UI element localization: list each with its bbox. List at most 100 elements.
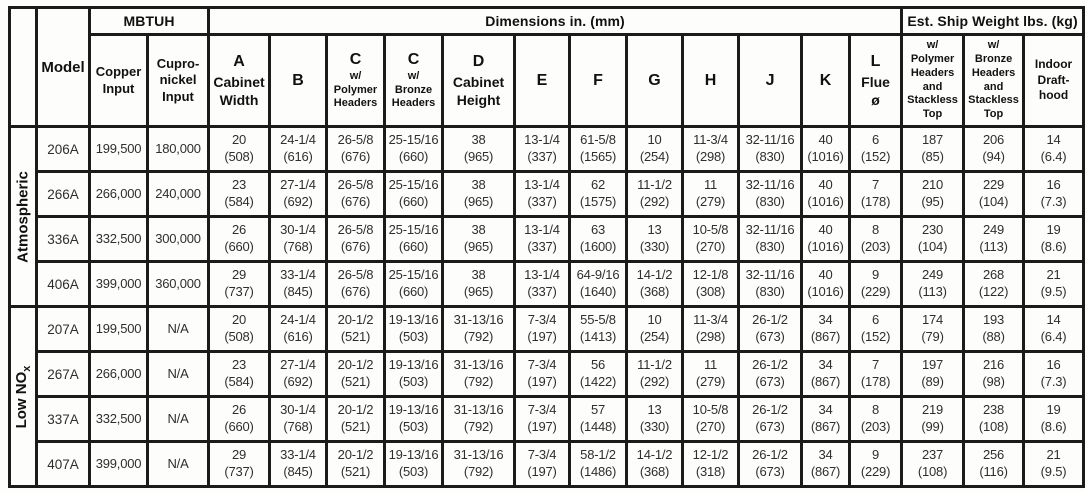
dimension-cell: 13 (330) <box>625 215 685 263</box>
dimension-cell: 7-3/4 (197) <box>513 395 572 443</box>
column-header-indoor-drafthood: Indoor Draft- hood <box>1022 33 1085 128</box>
dimension-cell: 13-1/4 (337) <box>513 170 572 218</box>
dimension-cell: 11 (279) <box>681 350 741 398</box>
dimension-cell: 31-13/16 (792) <box>441 440 517 488</box>
dimension-cell: 27-1/4 (692) <box>268 350 329 398</box>
dimension-cell: 13-1/4 (337) <box>513 260 572 308</box>
model-cell: 337A <box>35 395 91 443</box>
table-row: 407A 399,000 N/A 29 (737) 33-1/4 (845) 20-1/2… <box>10 440 1085 488</box>
dimension-cell: 7 (178) <box>848 350 904 398</box>
column-group-mbtuh: MBTUH <box>87 6 211 36</box>
dimension-cell: 24-1/4 (616) <box>268 125 329 173</box>
weight-cell: 21 (9.5) <box>1022 260 1085 308</box>
weight-cell: 19 (8.6) <box>1022 395 1085 443</box>
dimension-cell: 55-5/8 (1413) <box>568 305 629 353</box>
copper-input-cell: 399,000 <box>88 440 149 488</box>
dimension-cell: 10 (254) <box>625 125 685 173</box>
copper-input-cell: 266,000 <box>88 170 149 218</box>
dimension-cell: 38 (965) <box>441 215 517 263</box>
column-header-k: K <box>800 33 852 128</box>
dimension-cell: 30-1/4 (768) <box>268 215 329 263</box>
dimension-cell: 20 (508) <box>207 305 272 353</box>
dimension-cell: 10-5/8 (270) <box>681 395 741 443</box>
group-label: Low NOx <box>13 365 33 428</box>
cupronickel-input-cell: N/A <box>145 440 211 488</box>
dimension-cell: 23 (584) <box>207 350 272 398</box>
weight-cell: 237 (108) <box>900 440 966 488</box>
dimension-cell: 12-1/8 (308) <box>681 260 741 308</box>
dimension-cell: 14-1/2 (368) <box>625 260 685 308</box>
dimension-cell: 14-1/2 (368) <box>625 440 685 488</box>
weight-cell: 197 (89) <box>900 350 966 398</box>
dimension-cell: 26 (660) <box>207 395 272 443</box>
column-header-g: G <box>625 33 685 128</box>
spec-table-body: Atmospheric 206A 199,500 180,000 20 (508) 24-… <box>8 125 1085 488</box>
weight-cell: 206 (94) <box>962 125 1026 173</box>
cupronickel-input-cell: 240,000 <box>145 170 211 218</box>
dimension-cell: 26-1/2 (673) <box>737 305 804 353</box>
weight-cell: 174 (79) <box>900 305 966 353</box>
dimension-cell: 58-1/2 (1486) <box>568 440 629 488</box>
weight-cell: 21 (9.5) <box>1022 440 1085 488</box>
weight-cell: 230 (104) <box>900 215 966 263</box>
dimension-cell: 13-1/4 (337) <box>513 215 572 263</box>
cupronickel-input-cell: 300,000 <box>145 215 211 263</box>
copper-input-cell: 399,000 <box>88 260 149 308</box>
dimension-cell: 20 (508) <box>207 125 272 173</box>
dimension-cell: 34 (867) <box>800 395 852 443</box>
dimension-cell: 29 (737) <box>207 260 272 308</box>
weight-cell: 16 (7.3) <box>1022 350 1085 398</box>
model-cell: 266A <box>35 170 91 218</box>
column-header-c-polymer-headers: C w/ Polymer Headers <box>325 33 387 128</box>
dimension-cell: 32-11/16 (830) <box>737 260 804 308</box>
dimension-cell: 31-13/16 (792) <box>441 305 517 353</box>
weight-cell: 210 (95) <box>900 170 966 218</box>
dimension-cell: 7-3/4 (197) <box>513 350 572 398</box>
dimension-cell: 40 (1016) <box>800 215 852 263</box>
weight-cell: 216 (98) <box>962 350 1026 398</box>
dimension-cell: 13 (330) <box>625 395 685 443</box>
column-header-weight-bronze-stackless: w/ Bronze Headers and Stackless Top <box>962 33 1026 128</box>
dimension-cell: 25-15/16 (660) <box>383 260 445 308</box>
weight-cell: 238 (108) <box>962 395 1026 443</box>
dimension-cell: 7 (178) <box>848 170 904 218</box>
dimension-cell: 10 (254) <box>625 305 685 353</box>
cupronickel-input-cell: N/A <box>145 395 211 443</box>
model-cell: 406A <box>35 260 91 308</box>
copper-input-cell: 332,500 <box>88 395 149 443</box>
weight-cell: 249 (113) <box>962 215 1026 263</box>
dimension-cell: 9 (229) <box>848 260 904 308</box>
dimension-cell: 13-1/4 (337) <box>513 125 572 173</box>
dimension-cell: 11-1/2 (292) <box>625 170 685 218</box>
dimension-cell: 61-5/8 (1565) <box>568 125 629 173</box>
table-row: 267A 266,000 N/A 23 (584) 27-1/4 (692) 20-1/2… <box>10 350 1085 398</box>
dimension-cell: 19-13/16 (503) <box>383 440 445 488</box>
dimension-cell: 63 (1600) <box>568 215 629 263</box>
column-header-f: F <box>568 33 629 128</box>
dimension-cell: 19-13/16 (503) <box>383 350 445 398</box>
dimension-cell: 56 (1422) <box>568 350 629 398</box>
row-group-label-atmospheric: Atmospheric <box>8 125 38 308</box>
copper-input-cell: 199,500 <box>88 125 149 173</box>
table-row: Atmospheric 206A 199,500 180,000 20 (508) 24-… <box>8 125 1085 308</box>
table-row: 406A 399,000 360,000 29 (737) 33-1/4 (845) 26… <box>10 260 1085 308</box>
dimension-cell: 11-3/4 (298) <box>681 125 741 173</box>
weight-cell: 249 (113) <box>900 260 966 308</box>
weight-cell: 16 (7.3) <box>1022 170 1085 218</box>
weight-cell: 268 (122) <box>962 260 1026 308</box>
model-cell: 407A <box>35 440 91 488</box>
cupronickel-input-cell: N/A <box>145 305 211 353</box>
column-header-e: E <box>513 33 572 128</box>
dimension-cell: 32-11/16 (830) <box>737 215 804 263</box>
dimension-cell: 8 (203) <box>848 395 904 443</box>
dimension-cell: 20-1/2 (521) <box>325 305 387 353</box>
dimension-cell: 27-1/4 (692) <box>268 170 329 218</box>
dimension-cell: 26-1/2 (673) <box>737 350 804 398</box>
dimension-cell: 64-9/16 (1640) <box>568 260 629 308</box>
dimension-cell: 11-1/2 (292) <box>625 350 685 398</box>
dimension-cell: 20-1/2 (521) <box>325 395 387 443</box>
dimension-cell: 26-5/8 (676) <box>325 260 387 308</box>
dimension-cell: 26-1/2 (673) <box>737 440 804 488</box>
dimension-cell: 23 (584) <box>207 170 272 218</box>
